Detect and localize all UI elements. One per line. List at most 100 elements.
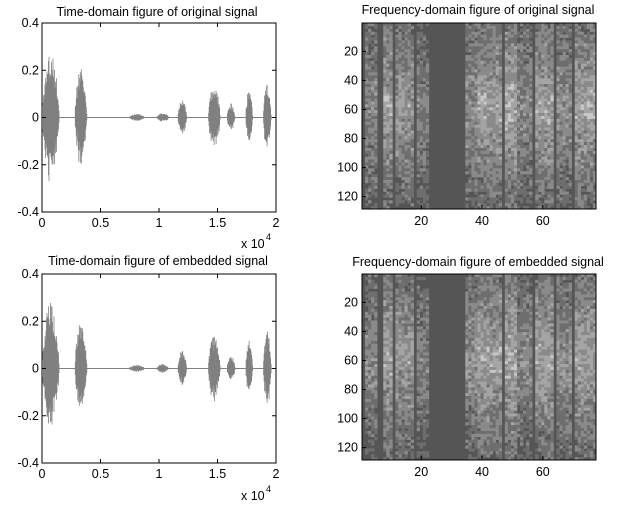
heatmap-cell	[577, 159, 582, 163]
heatmap-cell	[398, 34, 402, 38]
heatmap-cell	[513, 110, 518, 114]
heatmap-cell	[419, 34, 424, 38]
heatmap-cell	[365, 124, 369, 128]
heatmap-cell	[492, 320, 497, 324]
heatmap-cell	[404, 124, 408, 128]
heatmap-cell	[480, 314, 484, 318]
heatmap-cell	[365, 300, 369, 304]
heatmap-cell	[483, 445, 487, 449]
heatmap-cell	[371, 398, 375, 403]
heatmap-cell	[398, 110, 402, 114]
heatmap-cell	[489, 185, 493, 189]
heatmap-cell	[395, 168, 399, 172]
heatmap-cell	[471, 133, 475, 137]
heatmap-cell	[495, 305, 500, 310]
heatmap-cell	[474, 297, 478, 301]
heatmap-cell	[474, 66, 478, 70]
heatmap-cell	[574, 191, 579, 195]
heatmap-cell	[474, 314, 478, 318]
heatmap-cell	[389, 317, 393, 321]
heatmap-cell	[513, 25, 518, 30]
heatmap-cell	[425, 145, 430, 149]
heatmap-cell	[474, 364, 478, 368]
heatmap-cell	[489, 276, 493, 281]
heatmap-cell	[371, 352, 375, 356]
heatmap-cell	[586, 23, 591, 27]
heatmap-cell	[407, 57, 411, 62]
heatmap-cell	[410, 367, 414, 371]
heatmap-cell	[425, 308, 430, 313]
heatmap-cell	[586, 124, 591, 128]
heatmap-cell	[395, 390, 399, 394]
heatmap-cell	[383, 31, 387, 35]
heatmap-cell	[407, 116, 411, 120]
heatmap-cell	[371, 37, 375, 41]
heatmap-cell	[592, 107, 597, 111]
heatmap-cell	[513, 40, 518, 44]
heatmap-cell	[592, 104, 597, 108]
heatmap-cell	[559, 92, 563, 96]
heatmap-cell	[477, 142, 481, 146]
heatmap-cell	[486, 288, 490, 292]
heatmap-cell	[541, 142, 545, 146]
heatmap-cell	[498, 343, 503, 347]
heatmap-cell	[371, 60, 375, 64]
heatmap-cell	[480, 136, 484, 140]
heatmap-cell	[383, 291, 387, 295]
heatmap-cell	[516, 34, 521, 38]
heatmap-cell	[489, 317, 493, 321]
heatmap-cell	[374, 25, 378, 30]
heatmap-cell	[556, 139, 560, 143]
heatmap-cell	[471, 407, 475, 411]
heatmap-cell	[516, 133, 521, 137]
heatmap-cell	[395, 159, 399, 163]
heatmap-cell	[419, 136, 424, 140]
heatmap-cell	[416, 54, 421, 59]
heatmap-cell	[486, 40, 490, 44]
heatmap-cell	[386, 445, 390, 449]
heatmap-cell	[516, 121, 521, 126]
heatmap-cell	[465, 57, 469, 62]
heatmap-cell	[592, 124, 597, 128]
heatmap-cell	[486, 369, 490, 374]
heatmap-cell	[495, 311, 500, 315]
heatmap-cell	[425, 60, 430, 64]
heatmap-cell	[574, 84, 579, 88]
signal-burst-8	[263, 331, 272, 403]
heatmap-cell	[550, 92, 554, 96]
heatmap-cell	[483, 206, 487, 210]
heatmap-cell	[592, 174, 597, 178]
heatmap-cell	[520, 49, 524, 53]
heatmap-cell	[371, 52, 375, 56]
heatmap-cell	[556, 107, 560, 111]
heatmap-cell	[419, 349, 424, 353]
heatmap-cell	[416, 168, 421, 172]
heatmap-cell	[541, 78, 545, 82]
heatmap-cell	[486, 343, 490, 347]
heatmap-cell	[592, 191, 597, 195]
heatmap-cell	[368, 396, 372, 400]
heatmap-cell	[386, 95, 390, 99]
heatmap-cell	[407, 335, 411, 339]
heatmap-cell	[535, 113, 539, 117]
heatmap-cell	[495, 28, 500, 33]
heatmap-cell	[504, 86, 509, 91]
heatmap-cell	[398, 81, 402, 85]
heatmap-cell	[386, 358, 390, 362]
heatmap-cell	[507, 60, 512, 64]
heatmap-cell	[589, 37, 594, 41]
heatmap-cell	[386, 419, 390, 423]
heatmap-cell	[520, 200, 524, 204]
heatmap-cell	[504, 194, 509, 198]
heatmap-cell	[389, 75, 393, 79]
heatmap-cell	[577, 127, 582, 131]
heatmap-cell	[371, 393, 375, 397]
heatmap-cell	[416, 337, 421, 342]
heatmap-cell	[422, 300, 427, 304]
heatmap-cell	[474, 185, 478, 189]
heatmap-cell	[565, 84, 569, 88]
heatmap-cell	[383, 384, 387, 388]
heatmap-cell	[465, 413, 469, 417]
heatmap-cell	[422, 314, 427, 318]
heatmap-cell	[556, 101, 560, 105]
